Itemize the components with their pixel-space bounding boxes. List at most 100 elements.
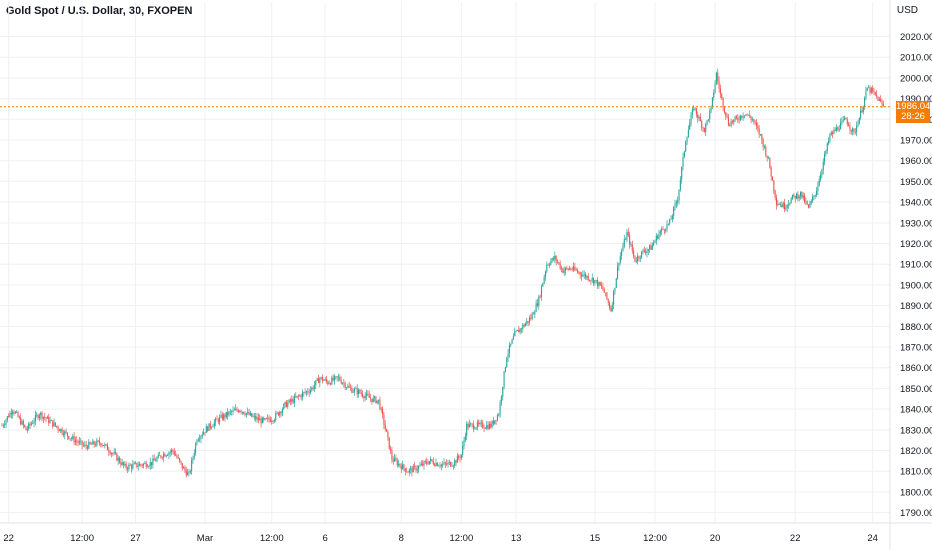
candle-body (655, 235, 657, 241)
candle-body (458, 455, 460, 458)
candle-body (42, 416, 44, 419)
candle-body (597, 280, 599, 287)
candle-body (360, 392, 362, 394)
x-tick-label: 27 (130, 533, 141, 544)
y-tick-label: 1950.00 (900, 177, 932, 188)
candle-body (466, 423, 468, 437)
candle-body (840, 122, 842, 130)
candle-body (64, 431, 66, 436)
candle-body (327, 381, 329, 384)
candle-body (860, 110, 862, 118)
candle-body (755, 122, 758, 126)
candle-body (735, 116, 737, 118)
candle-body (291, 399, 293, 402)
candle-body (508, 345, 510, 354)
candle-body (598, 282, 600, 287)
candle-body (53, 422, 55, 427)
candle-body (498, 414, 500, 416)
candle-body (165, 455, 167, 457)
candle-body (215, 418, 217, 423)
candle-body (193, 452, 195, 458)
candle-body (555, 255, 557, 261)
candle-body (499, 402, 501, 415)
candle-body (751, 119, 754, 120)
candle-body (491, 420, 493, 428)
candle-body (797, 193, 799, 199)
x-tick-label: 22 (3, 533, 14, 544)
candle-body (212, 426, 214, 428)
candle-body (388, 437, 390, 450)
candle-body (530, 318, 532, 319)
candle-body (681, 167, 683, 180)
candle-body (825, 151, 827, 155)
candle-body (647, 249, 649, 251)
candle-body (251, 413, 253, 417)
candle-body (142, 463, 145, 466)
candle-body (235, 408, 237, 410)
candle-body (305, 391, 308, 393)
candle-body (185, 470, 187, 476)
candle-body (173, 450, 175, 455)
y-tick-label: 1840.00 (900, 405, 932, 416)
candles (1, 68, 884, 478)
candle-body (424, 461, 426, 462)
candle-body (548, 264, 551, 266)
candle-body (25, 426, 27, 431)
candle-body (787, 204, 790, 206)
candle-body (168, 452, 170, 456)
candle-body (50, 420, 52, 422)
last-price-tag: 1986.04 28:26 (896, 100, 930, 123)
candle-body (621, 251, 623, 256)
candle-body (399, 463, 401, 466)
candle-body (90, 443, 93, 445)
candle-body (395, 458, 397, 461)
candle-body (394, 458, 396, 462)
candle-body (181, 463, 183, 469)
candle-body (8, 416, 10, 418)
candle-body (200, 435, 202, 439)
candle-body (614, 287, 616, 292)
candle-body (570, 268, 572, 270)
candle-body (76, 440, 78, 442)
candle-body (779, 204, 782, 206)
candle-body (374, 396, 376, 398)
candle-body (456, 455, 458, 463)
y-tick-label: 1900.00 (900, 280, 932, 291)
candle-body (351, 388, 353, 393)
candle-body (411, 468, 413, 473)
y-tick-label: 1960.00 (900, 156, 932, 167)
x-tick-label: 8 (399, 533, 404, 544)
candle-body (122, 462, 125, 465)
candle-body (820, 175, 822, 180)
candle-body (301, 392, 304, 398)
candle-body (32, 423, 34, 424)
candle-body (420, 463, 422, 466)
candle-body (224, 414, 226, 418)
candle-body (698, 117, 700, 119)
candle-body (247, 411, 249, 414)
candle-body (520, 328, 523, 330)
candle-body (727, 117, 729, 126)
candle-body (528, 318, 531, 323)
candle-body (833, 129, 835, 134)
candle-body (579, 272, 581, 275)
candle-body (770, 167, 772, 177)
candle-body (436, 462, 438, 466)
candle-body (292, 399, 294, 403)
candle-body (630, 244, 632, 245)
candle-body (502, 387, 504, 397)
candle-body (335, 376, 337, 377)
candle-body (552, 258, 555, 260)
candle-body (675, 202, 677, 204)
candle-body (105, 444, 107, 445)
candle-body (396, 460, 398, 466)
candle-body (89, 442, 91, 444)
candle-body (287, 402, 289, 408)
candle-body (217, 419, 219, 422)
candle-body (607, 299, 609, 303)
candle-body (419, 465, 421, 467)
candle-body (26, 428, 28, 431)
candle-body (410, 468, 412, 470)
candle-body (367, 393, 369, 396)
